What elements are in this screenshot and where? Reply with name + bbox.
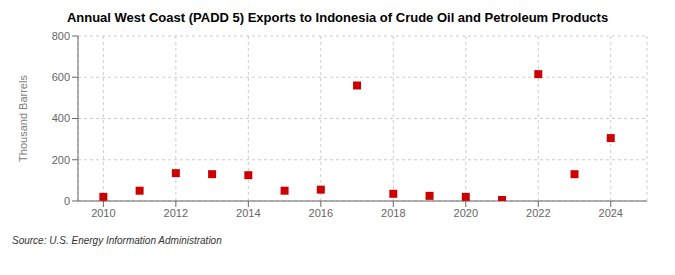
svg-text:Thousand Barrels: Thousand Barrels: [17, 75, 29, 162]
svg-text:2020: 2020: [454, 207, 478, 219]
svg-text:2024: 2024: [599, 207, 623, 219]
svg-text:2010: 2010: [91, 207, 115, 219]
svg-text:400: 400: [52, 112, 70, 124]
html-text:Annual West Coast (PADD 5) Exp: Annual West Coast (PADD 5) Exports to In…: [66, 10, 609, 25]
svg-text:2012: 2012: [164, 207, 188, 219]
svg-text:2018: 2018: [381, 207, 405, 219]
svg-text:200: 200: [52, 154, 70, 166]
svg-text:2014: 2014: [236, 207, 260, 219]
svg-text:2022: 2022: [526, 207, 550, 219]
svg-text:0: 0: [64, 195, 70, 207]
svg-text:2016: 2016: [309, 207, 333, 219]
svg-text:600: 600: [52, 71, 70, 83]
html-text:Source: U.S. Energy Informatio: Source: U.S. Energy Information Administ…: [12, 235, 222, 246]
svg-text:800: 800: [52, 30, 70, 42]
